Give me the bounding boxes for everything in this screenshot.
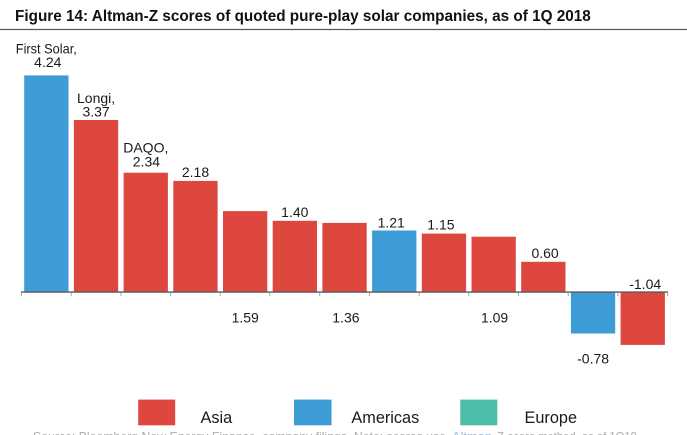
svg-text:-1.04: -1.04 (629, 276, 661, 292)
svg-text:3.37: 3.37 (82, 104, 109, 120)
svg-text:Z-score method, as of 1Q18.: Z-score method, as of 1Q18. (497, 429, 640, 435)
svg-text:1.15: 1.15 (427, 216, 454, 232)
svg-text:Europe: Europe (525, 409, 578, 427)
svg-text:Source: Bloomberg New Energy F: Source: Bloomberg New Energy Finance, co… (33, 429, 446, 435)
svg-text:Figure 14: Altman-Z scores of: Figure 14: Altman-Z scores of quoted pur… (15, 8, 591, 25)
svg-text:Asia: Asia (201, 409, 234, 427)
svg-text:2.34: 2.34 (133, 153, 160, 169)
svg-text:4.24: 4.24 (34, 54, 61, 70)
svg-text:Longi,: Longi, (77, 90, 115, 106)
svg-text:-0.78: -0.78 (577, 351, 609, 367)
svg-text:1.40: 1.40 (281, 204, 308, 220)
svg-text:1.21: 1.21 (378, 215, 405, 231)
svg-text:0.60: 0.60 (531, 245, 558, 261)
svg-text:2.18: 2.18 (182, 164, 209, 180)
svg-text:1.59: 1.59 (232, 310, 259, 326)
svg-text:1.09: 1.09 (481, 310, 508, 326)
svg-text:First Solar,: First Solar, (16, 40, 77, 56)
svg-text:1.36: 1.36 (332, 310, 359, 326)
svg-text:Altman: Altman (452, 429, 492, 435)
svg-text:Americas: Americas (351, 409, 419, 427)
svg-text:DAQO,: DAQO, (123, 139, 168, 155)
